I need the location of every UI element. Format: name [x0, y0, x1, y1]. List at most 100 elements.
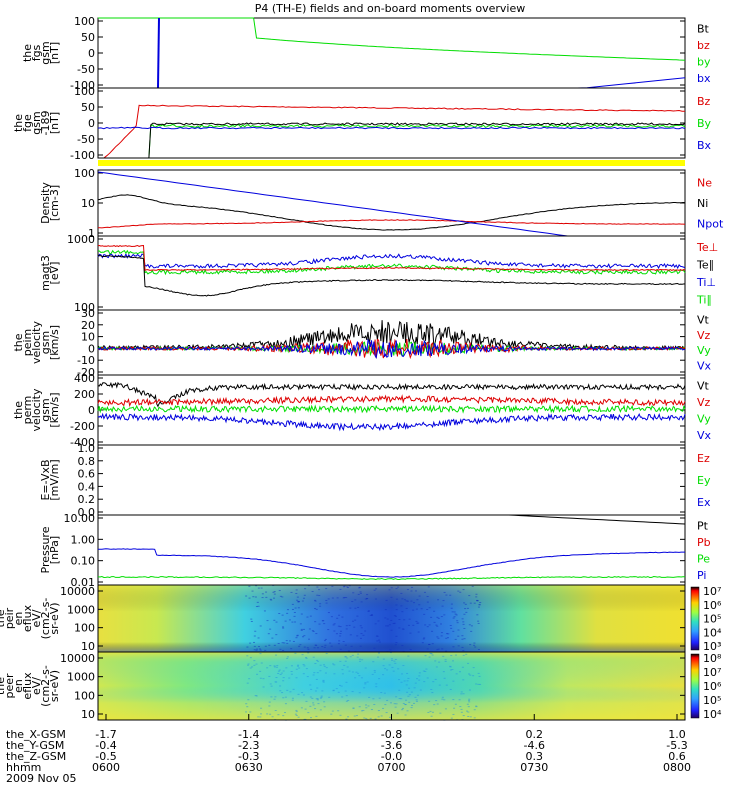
- heatmap-pixel: [457, 645, 460, 647]
- heatmap-pixel: [390, 619, 393, 621]
- heatmap-pixel: [314, 708, 317, 710]
- heatmap-pixel: [388, 716, 391, 718]
- heatmap-pixel: [402, 702, 405, 704]
- heatmap-pixel: [462, 715, 465, 717]
- heatmap-pixel: [312, 630, 315, 632]
- heatmap-pixel: [291, 621, 294, 623]
- heatmap-pixel: [280, 672, 283, 674]
- heatmap-pixel: [409, 649, 412, 651]
- heatmap-pixel: [414, 682, 417, 684]
- y-axis-label: magt3: [39, 255, 52, 291]
- legend-Bt: Bt: [697, 22, 710, 35]
- heatmap-pixel: [416, 678, 419, 680]
- heatmap-pixel: [281, 596, 284, 598]
- heatmap-pixel: [292, 688, 295, 690]
- heatmap-pixel: [311, 697, 314, 699]
- heatmap-pixel: [442, 655, 445, 657]
- heatmap-pixel: [257, 587, 260, 589]
- heatmap-pixel: [299, 644, 302, 646]
- heatmap-pixel: [319, 664, 322, 666]
- heatmap-pixel: [341, 669, 344, 671]
- heatmap-pixel: [361, 659, 364, 661]
- heatmap-pixel: [339, 633, 342, 635]
- heatmap-pixel: [282, 649, 285, 651]
- heatmap-pixel: [449, 669, 452, 671]
- heatmap-pixel: [394, 644, 397, 646]
- heatmap-pixel: [395, 604, 398, 606]
- heatmap-pixel: [352, 707, 355, 709]
- heatmap-pixel: [389, 652, 392, 654]
- heatmap-pixel: [286, 642, 289, 644]
- heatmap-pixel: [388, 664, 391, 666]
- heatmap-pixel: [475, 706, 478, 708]
- legend-Ex: Ex: [697, 496, 711, 509]
- heatmap-pixel: [398, 689, 401, 691]
- x-tick-label-x: -1.7: [95, 728, 116, 741]
- heatmap-pixel: [316, 699, 319, 701]
- heatmap-pixel: [443, 699, 446, 701]
- heatmap-pixel: [452, 630, 455, 632]
- heatmap-pixel: [346, 666, 349, 668]
- heatmap-pixel: [315, 715, 318, 717]
- heatmap-pixel: [377, 620, 380, 622]
- heatmap-pixel: [375, 683, 378, 685]
- y-axis-label: the: [12, 114, 25, 132]
- legend-Vy: Vy: [697, 344, 711, 357]
- heatmap-pixel: [401, 598, 404, 600]
- heatmap-pixel: [385, 625, 388, 627]
- y-axis-label: peim: [21, 329, 34, 357]
- heatmap-pixel: [410, 590, 413, 592]
- heatmap-pixel: [444, 660, 447, 662]
- heatmap-pixel: [339, 684, 342, 686]
- heatmap-pixel: [374, 598, 377, 600]
- heatmap-pixel: [452, 646, 455, 648]
- heatmap-pixel: [279, 690, 282, 692]
- heatmap-pixel: [457, 590, 460, 592]
- panel-frame: [97, 235, 686, 311]
- heatmap-pixel: [286, 609, 289, 611]
- heatmap-pixel: [394, 662, 397, 664]
- heatmap-pixel: [428, 624, 431, 626]
- heatmap-pixel: [389, 702, 392, 704]
- heatmap-pixel: [354, 619, 357, 621]
- heatmap-pixel: [375, 588, 378, 590]
- heatmap-pixel: [391, 666, 394, 668]
- heatmap-pixel: [247, 664, 250, 666]
- y-tick-label: 100: [74, 689, 95, 702]
- heatmap-pixel: [266, 620, 269, 622]
- heatmap-pixel: [257, 716, 260, 718]
- heatmap-pixel: [453, 611, 456, 613]
- heatmap-pixel: [291, 699, 294, 701]
- heatmap-pixel: [322, 681, 325, 683]
- heatmap-pixel: [279, 685, 282, 687]
- heatmap-pixel: [346, 586, 349, 588]
- legend-bx: bx: [697, 72, 711, 85]
- heatmap-pixel: [322, 620, 325, 622]
- heatmap-pixel: [382, 674, 385, 676]
- heatmap-pixel: [388, 624, 391, 626]
- series-line-blue: [97, 412, 686, 432]
- colorbar-tick-label: 10⁷: [703, 666, 721, 679]
- heatmap-pixel: [360, 677, 363, 679]
- heatmap-pixel: [301, 654, 304, 656]
- heatmap-pixel: [364, 682, 367, 684]
- heatmap-pixel: [246, 646, 249, 648]
- heatmap-pixel: [472, 667, 475, 669]
- heatmap-pixel: [371, 614, 374, 616]
- heatmap-pixel: [253, 660, 256, 662]
- heatmap-pixel: [261, 597, 264, 599]
- heatmap-pixel: [296, 596, 299, 598]
- heatmap-pixel: [372, 698, 375, 700]
- heatmap-pixel: [462, 623, 465, 625]
- heatmap-pixel: [294, 713, 297, 715]
- heatmap-pixel: [413, 702, 416, 704]
- heatmap-pixel: [357, 672, 360, 674]
- heatmap-pixel: [249, 642, 252, 644]
- heatmap-pixel: [445, 633, 448, 635]
- heatmap-pixel: [337, 643, 340, 645]
- heatmap-pixel: [320, 695, 323, 697]
- heatmap-pixel: [327, 612, 330, 614]
- heatmap-pixel: [410, 691, 413, 693]
- heatmap-pixel: [342, 641, 345, 643]
- heatmap-pixel: [437, 617, 440, 619]
